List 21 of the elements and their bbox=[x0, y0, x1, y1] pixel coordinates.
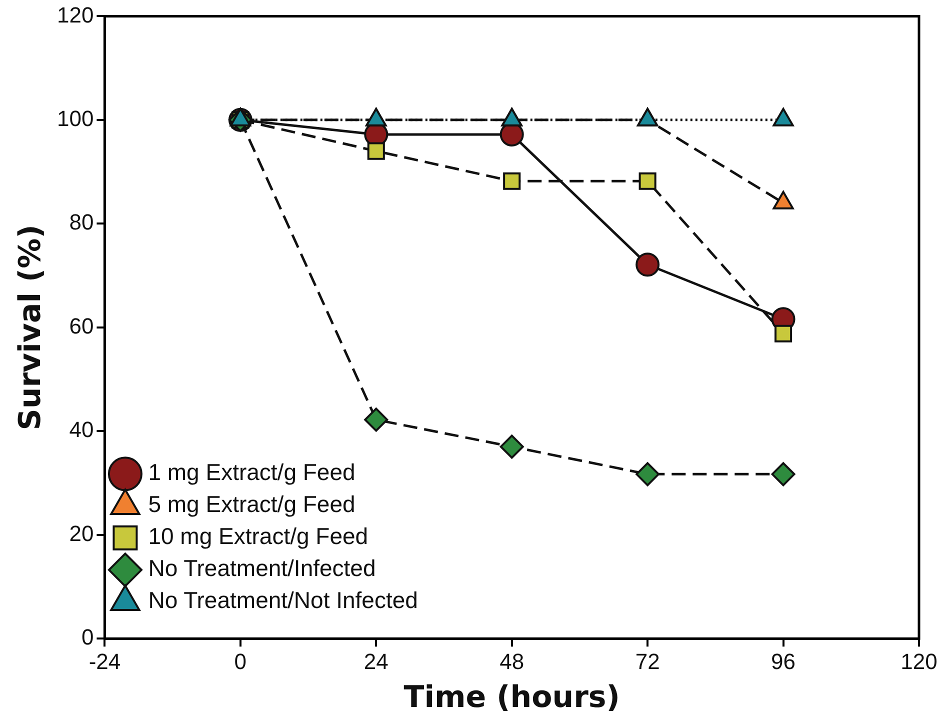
x-tick-label: 96 bbox=[771, 648, 796, 674]
y-tick-label: 100 bbox=[56, 106, 94, 131]
x-tick-label: 72 bbox=[635, 648, 660, 674]
x-tick-label: 0 bbox=[234, 648, 247, 674]
x-tick-label: 24 bbox=[364, 648, 388, 674]
x-axis-title: Time (hours) bbox=[404, 680, 620, 715]
y-axis-title: Survival (%) bbox=[12, 224, 48, 430]
y-tick-label: 60 bbox=[69, 313, 94, 338]
x-tick-label: 120 bbox=[900, 648, 938, 674]
x-tick-label: 48 bbox=[500, 648, 524, 674]
legend-label: 10 mg Extract/g Feed bbox=[148, 523, 368, 550]
y-tick-label: 40 bbox=[69, 417, 94, 442]
legend-label: No Treatment/Infected bbox=[148, 555, 376, 582]
legend-label: 1 mg Extract/g Feed bbox=[148, 459, 356, 486]
y-tick-label: 0 bbox=[81, 624, 94, 650]
legend-label: 5 mg Extract/g Feed bbox=[148, 491, 356, 518]
x-tick-label: -24 bbox=[88, 648, 121, 674]
legend-label: No Treatment/Not Infected bbox=[148, 587, 418, 614]
y-tick-label: 80 bbox=[69, 210, 94, 235]
y-tick-label: 120 bbox=[56, 2, 94, 28]
y-tick-label: 20 bbox=[69, 520, 94, 546]
